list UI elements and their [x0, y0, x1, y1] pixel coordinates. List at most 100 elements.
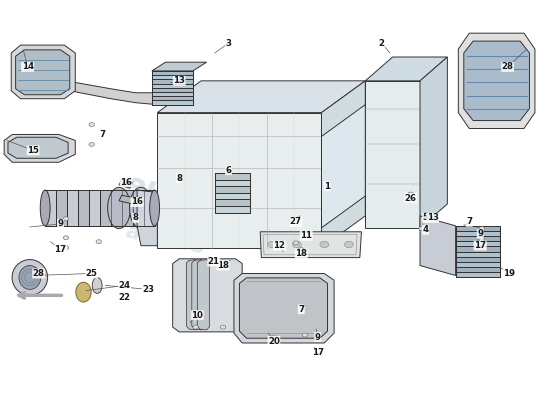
Polygon shape	[152, 100, 193, 105]
Polygon shape	[455, 246, 500, 252]
Text: 11: 11	[300, 231, 312, 240]
Text: 16: 16	[131, 198, 143, 206]
Text: 9: 9	[477, 229, 483, 238]
Text: 8: 8	[133, 213, 139, 222]
Polygon shape	[119, 179, 133, 188]
Text: 19: 19	[503, 269, 515, 278]
Polygon shape	[100, 190, 111, 226]
Polygon shape	[137, 190, 157, 246]
Circle shape	[221, 325, 225, 329]
Polygon shape	[215, 180, 250, 186]
Circle shape	[479, 227, 485, 230]
Circle shape	[96, 240, 102, 244]
Ellipse shape	[150, 190, 160, 226]
Polygon shape	[157, 113, 322, 248]
Polygon shape	[152, 71, 193, 75]
Circle shape	[268, 241, 277, 248]
Polygon shape	[144, 190, 155, 226]
Circle shape	[344, 241, 353, 248]
Circle shape	[89, 142, 95, 146]
Circle shape	[315, 350, 321, 354]
Polygon shape	[260, 232, 361, 258]
Polygon shape	[365, 57, 447, 81]
Text: 8: 8	[176, 174, 182, 183]
Circle shape	[271, 335, 277, 339]
Polygon shape	[455, 236, 500, 241]
Polygon shape	[455, 272, 500, 278]
Circle shape	[299, 248, 304, 252]
Polygon shape	[197, 260, 210, 330]
Polygon shape	[173, 259, 242, 332]
Text: 28: 28	[502, 62, 514, 72]
Polygon shape	[152, 88, 193, 92]
Ellipse shape	[108, 187, 130, 229]
Text: 15: 15	[27, 146, 39, 155]
Text: 1: 1	[324, 182, 330, 190]
Text: 7: 7	[298, 305, 304, 314]
Text: 10: 10	[191, 311, 204, 320]
Polygon shape	[464, 41, 530, 120]
Text: 17: 17	[54, 245, 67, 254]
Polygon shape	[420, 57, 447, 228]
Text: europ: europ	[119, 168, 234, 224]
Polygon shape	[420, 216, 455, 276]
Polygon shape	[322, 81, 365, 248]
Polygon shape	[192, 260, 204, 330]
Circle shape	[89, 122, 95, 126]
Ellipse shape	[12, 260, 48, 295]
Circle shape	[63, 217, 69, 221]
Polygon shape	[455, 262, 500, 267]
Polygon shape	[215, 186, 250, 193]
Polygon shape	[122, 190, 133, 226]
Text: 2: 2	[379, 38, 384, 48]
Text: 5: 5	[422, 213, 428, 222]
Text: 3: 3	[226, 38, 232, 48]
Text: 17: 17	[312, 348, 324, 358]
Polygon shape	[365, 81, 420, 228]
Polygon shape	[234, 274, 334, 343]
Text: 13: 13	[173, 76, 185, 85]
Text: 14: 14	[21, 62, 34, 72]
Text: 6: 6	[226, 166, 232, 175]
Circle shape	[63, 246, 69, 250]
Polygon shape	[215, 206, 250, 213]
Circle shape	[63, 236, 69, 240]
Polygon shape	[152, 96, 193, 100]
Text: 26: 26	[405, 194, 417, 202]
Text: a pass: a pass	[124, 222, 207, 258]
Polygon shape	[78, 190, 89, 226]
Ellipse shape	[19, 266, 41, 289]
Polygon shape	[157, 81, 365, 113]
Polygon shape	[215, 173, 250, 180]
Circle shape	[226, 42, 231, 46]
Text: 9: 9	[315, 332, 321, 342]
Polygon shape	[458, 33, 535, 128]
Ellipse shape	[92, 278, 102, 293]
Polygon shape	[215, 193, 250, 200]
Ellipse shape	[76, 282, 91, 302]
Polygon shape	[66, 81, 157, 105]
Polygon shape	[455, 241, 500, 246]
Polygon shape	[111, 190, 122, 226]
Text: 20: 20	[268, 336, 280, 346]
Polygon shape	[455, 257, 500, 262]
Text: 22: 22	[118, 293, 130, 302]
Polygon shape	[11, 45, 75, 99]
Polygon shape	[133, 190, 144, 226]
Polygon shape	[152, 84, 193, 88]
Text: 21: 21	[208, 257, 219, 266]
Polygon shape	[152, 62, 207, 71]
Polygon shape	[239, 278, 328, 338]
Text: 18: 18	[295, 249, 307, 258]
Circle shape	[193, 325, 199, 329]
Ellipse shape	[130, 187, 152, 229]
Text: 12: 12	[273, 241, 285, 250]
Polygon shape	[455, 231, 500, 236]
Polygon shape	[455, 252, 500, 257]
Polygon shape	[15, 50, 70, 95]
Polygon shape	[89, 190, 100, 226]
Circle shape	[315, 338, 321, 342]
Text: 7: 7	[100, 130, 106, 139]
Text: 25: 25	[86, 269, 97, 278]
Polygon shape	[455, 226, 500, 231]
